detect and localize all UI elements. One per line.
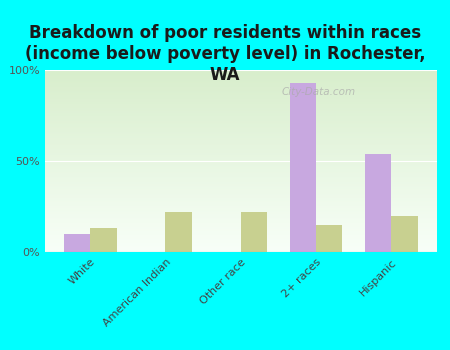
Bar bbox=[365, 154, 392, 252]
Bar bbox=[64, 234, 90, 252]
Bar bbox=[166, 212, 192, 252]
Bar bbox=[241, 212, 267, 252]
Bar bbox=[290, 83, 316, 252]
Bar bbox=[90, 228, 117, 252]
Text: City-Data.com: City-Data.com bbox=[282, 87, 356, 97]
Text: Breakdown of poor residents within races
(income below poverty level) in Rochest: Breakdown of poor residents within races… bbox=[25, 25, 425, 84]
Bar bbox=[392, 216, 418, 252]
Bar bbox=[316, 225, 342, 252]
